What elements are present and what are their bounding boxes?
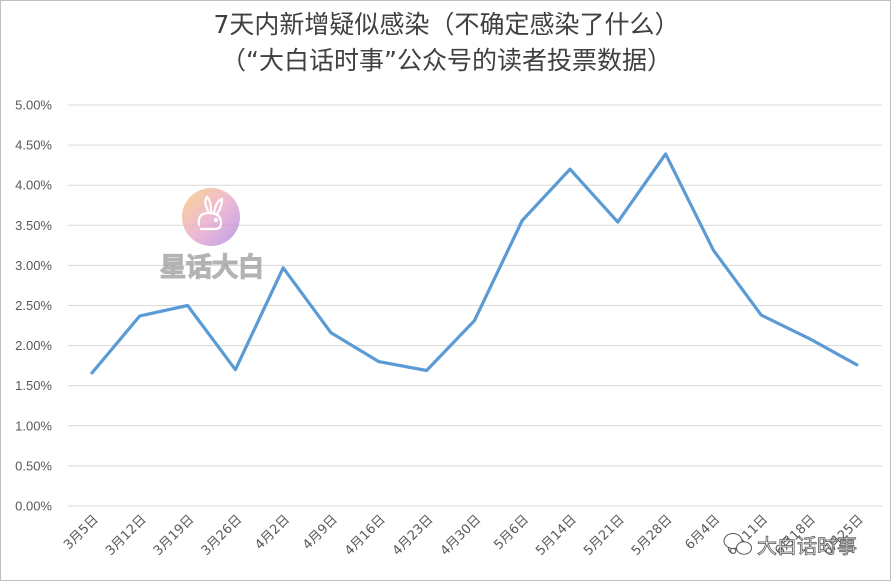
x-tick-label: 4月16日 bbox=[342, 512, 389, 559]
x-tick-label: 4月9日 bbox=[300, 512, 341, 553]
x-tick-label: 5月6日 bbox=[491, 512, 532, 553]
x-tick-label: 4月2日 bbox=[252, 512, 293, 553]
x-tick-label: 3月12日 bbox=[103, 512, 150, 559]
gridlines bbox=[68, 104, 882, 507]
y-tick-label: 4.50% bbox=[15, 138, 52, 153]
rabbit-icon bbox=[197, 195, 224, 231]
x-tick-label: 3月19日 bbox=[151, 512, 198, 559]
corner-watermark-text: 大白话时事 bbox=[757, 534, 857, 558]
x-tick-label: 3月5日 bbox=[61, 512, 102, 553]
x-tick-label: 5月28日 bbox=[629, 512, 676, 559]
chart-title: 7天内新增疑似感染（不确定感染了什么） bbox=[213, 10, 680, 39]
y-tick-label: 2.50% bbox=[15, 298, 52, 313]
logo-circle bbox=[182, 188, 240, 246]
y-tick-label: 4.00% bbox=[15, 178, 52, 193]
y-tick-label: 5.00% bbox=[15, 98, 52, 113]
logo-watermark-text: 星话大白 bbox=[160, 252, 264, 283]
x-tick-label: 3月26日 bbox=[199, 512, 246, 559]
y-tick-label: 0.00% bbox=[15, 499, 52, 514]
x-tick-label: 4月30日 bbox=[438, 512, 485, 559]
chart-subtitle: （“大白话时事”公众号的读者投票数据） bbox=[221, 46, 672, 75]
x-tick-label: 4月23日 bbox=[390, 512, 437, 559]
wechat-icon bbox=[723, 533, 752, 555]
x-tick-label: 5月21日 bbox=[581, 512, 628, 559]
y-tick-label: 1.00% bbox=[15, 418, 52, 433]
y-axis-ticks: 0.00% 0.50% 1.00% 1.50% 2.00% 2.50% 3.00% 3.50%… bbox=[15, 98, 52, 514]
y-tick-label: 2.00% bbox=[15, 338, 52, 353]
rabbit-logo-watermark: 星话大白 bbox=[159, 188, 265, 284]
y-tick-label: 3.00% bbox=[15, 258, 52, 273]
corner-watermark: 大白话时事 bbox=[723, 533, 857, 558]
series-line-layer bbox=[90, 152, 859, 375]
y-tick-label: 1.50% bbox=[15, 378, 52, 393]
y-tick-label: 3.50% bbox=[15, 218, 52, 233]
y-tick-label: 0.50% bbox=[15, 458, 52, 473]
x-tick-label: 5月14日 bbox=[533, 512, 580, 559]
x-tick-label: 6月4日 bbox=[683, 512, 724, 553]
